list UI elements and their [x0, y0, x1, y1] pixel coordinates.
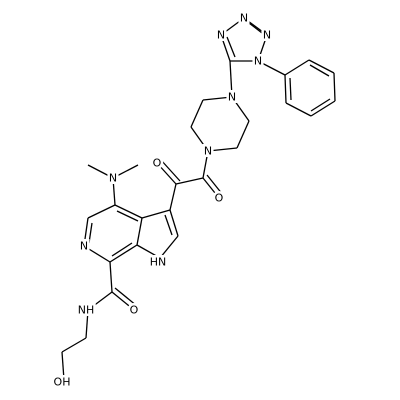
atom-label: N — [254, 55, 262, 68]
atom-label: NH — [78, 304, 95, 317]
atom-label: N — [109, 172, 117, 185]
atom-label: N — [240, 12, 248, 25]
atom-label: OH — [54, 376, 71, 389]
atom-label: N — [263, 29, 271, 42]
atom-label: N — [228, 91, 236, 104]
bonds — [61, 17, 336, 381]
atom-label: O — [215, 192, 224, 205]
atom-label: N — [204, 145, 212, 158]
atom-label: HN — [150, 256, 167, 269]
atom-label: O — [153, 157, 162, 170]
atom-label: O — [130, 304, 139, 317]
atom-label: N — [80, 240, 88, 253]
atom-label: N — [217, 29, 225, 42]
